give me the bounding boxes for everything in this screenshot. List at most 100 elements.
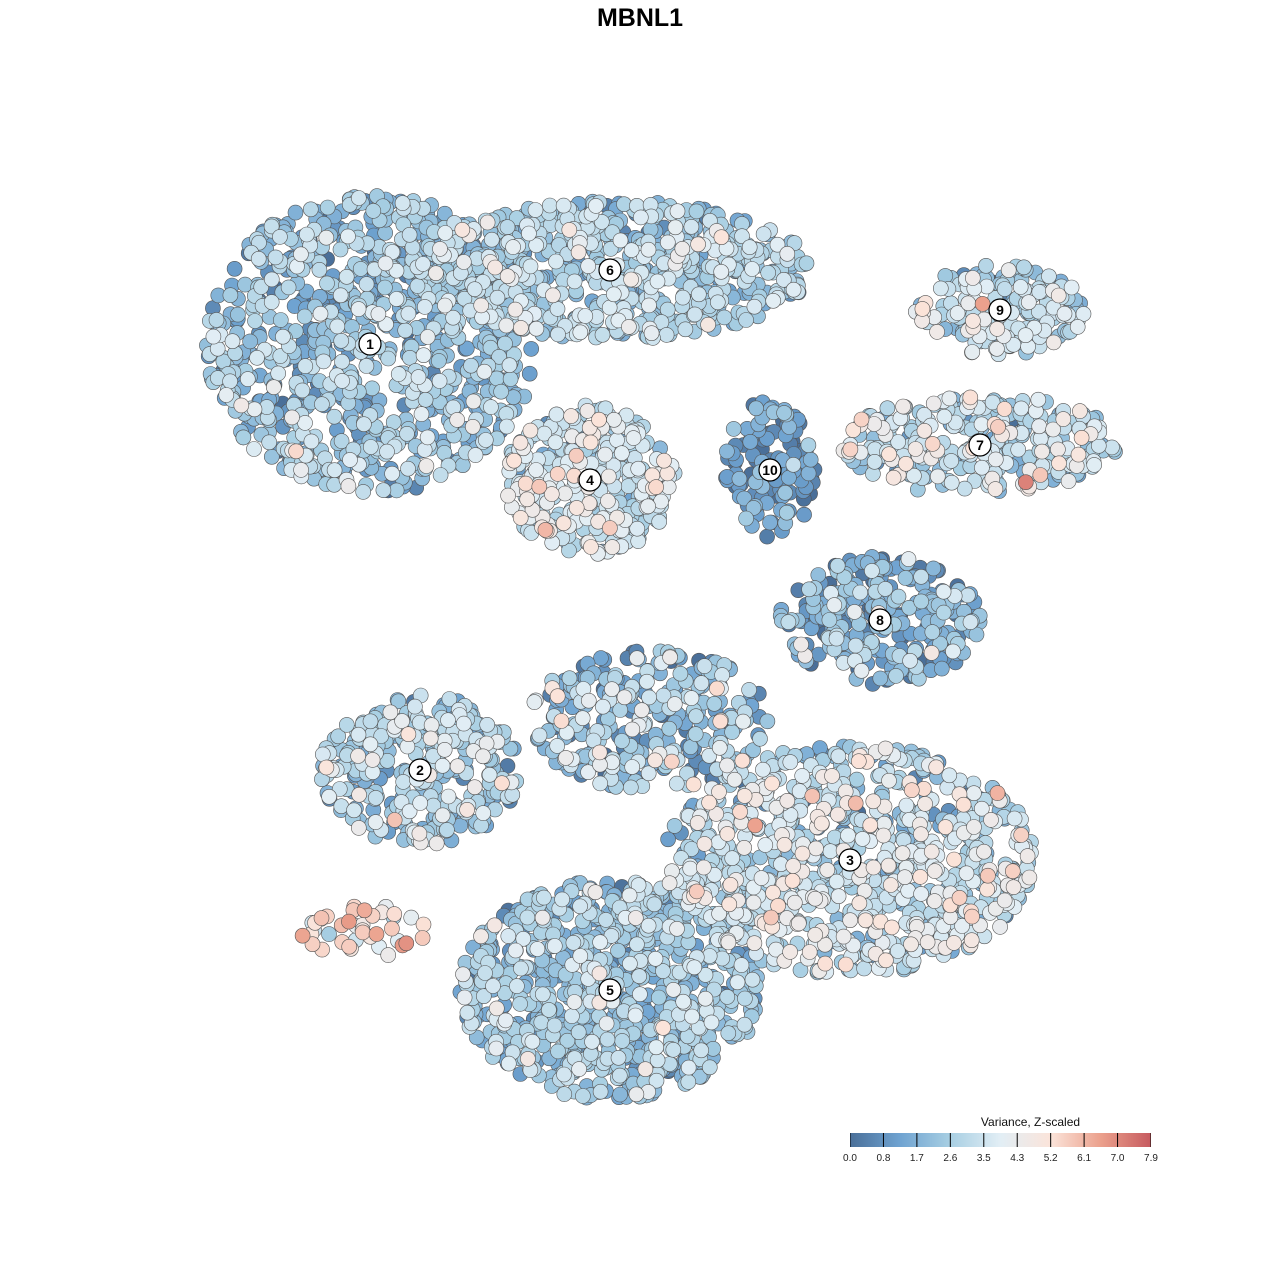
data-point (765, 292, 782, 309)
data-point (613, 445, 630, 462)
data-point (745, 894, 762, 911)
data-point (592, 775, 609, 792)
data-point (346, 802, 362, 819)
data-point (888, 668, 904, 684)
data-point (572, 324, 589, 341)
data-point (432, 241, 448, 257)
data-point (902, 652, 918, 669)
data-point (958, 865, 975, 882)
data-point (321, 926, 337, 942)
data-point (380, 947, 397, 963)
data-point (318, 229, 335, 246)
data-point (287, 204, 304, 221)
data-point (513, 960, 529, 977)
data-point (720, 934, 737, 951)
data-point (897, 570, 914, 586)
data-point (410, 369, 427, 385)
data-point (941, 390, 958, 407)
data-point (1017, 327, 1034, 344)
data-point (935, 583, 952, 600)
data-point (706, 695, 723, 712)
data-point (790, 915, 807, 932)
data-point (627, 910, 644, 926)
data-point (1021, 869, 1038, 886)
data-point (505, 239, 521, 255)
data-point (621, 887, 638, 904)
data-point (724, 850, 741, 867)
data-point (719, 443, 735, 460)
data-point (913, 593, 930, 610)
data-point (830, 748, 847, 765)
data-point (555, 197, 572, 214)
data-point (358, 276, 375, 292)
data-point (738, 312, 754, 328)
data-point (1034, 443, 1050, 460)
data-point (633, 702, 650, 719)
data-point (315, 353, 332, 370)
data-point (935, 604, 952, 621)
data-point (1104, 439, 1120, 456)
data-point (550, 326, 566, 343)
data-point (265, 379, 282, 396)
data-point (683, 690, 700, 706)
data-point (595, 698, 611, 715)
data-point (666, 818, 683, 834)
data-point (807, 890, 824, 907)
data-point (270, 365, 287, 382)
data-point (242, 333, 258, 350)
data-point (1086, 457, 1102, 473)
data-point (925, 395, 942, 412)
data-point (314, 396, 330, 413)
data-point (249, 349, 265, 366)
data-point (661, 720, 678, 737)
data-point (440, 712, 456, 729)
data-point (632, 209, 649, 226)
data-point (483, 231, 500, 248)
data-point (1069, 319, 1086, 335)
data-point (455, 254, 472, 270)
data-point (1060, 473, 1077, 489)
data-point (611, 1067, 628, 1084)
data-point (819, 862, 836, 878)
data-point (1019, 848, 1036, 864)
data-point (890, 588, 907, 605)
data-point (473, 297, 490, 314)
data-point (572, 898, 588, 915)
data-point (502, 371, 519, 387)
data-point (919, 934, 936, 951)
data-point (340, 228, 356, 245)
data-point (943, 453, 960, 469)
data-point (1050, 441, 1066, 458)
data-point (913, 886, 929, 902)
data-point (738, 510, 754, 527)
data-point (332, 287, 349, 304)
data-point (507, 301, 524, 318)
data-point (604, 681, 620, 698)
data-point (677, 321, 694, 338)
data-point (338, 717, 355, 733)
data-point (350, 726, 367, 743)
data-point (835, 928, 852, 945)
data-point (782, 754, 799, 770)
data-point (541, 1002, 557, 1018)
data-point (600, 468, 617, 485)
data-point (604, 539, 621, 555)
data-point (725, 421, 742, 437)
data-point (558, 750, 574, 766)
data-point (575, 1088, 591, 1104)
data-point (872, 670, 889, 687)
data-point (779, 246, 796, 262)
data-point (549, 301, 566, 317)
data-point (610, 942, 626, 959)
data-point (719, 989, 736, 1005)
data-point (272, 312, 289, 328)
data-point (400, 305, 417, 322)
data-point (731, 470, 748, 487)
data-point (498, 317, 515, 334)
data-point (500, 487, 516, 504)
data-point (382, 704, 399, 721)
data-point (641, 689, 657, 706)
data-point (592, 934, 608, 951)
data-point (397, 322, 414, 339)
data-point (601, 299, 618, 316)
